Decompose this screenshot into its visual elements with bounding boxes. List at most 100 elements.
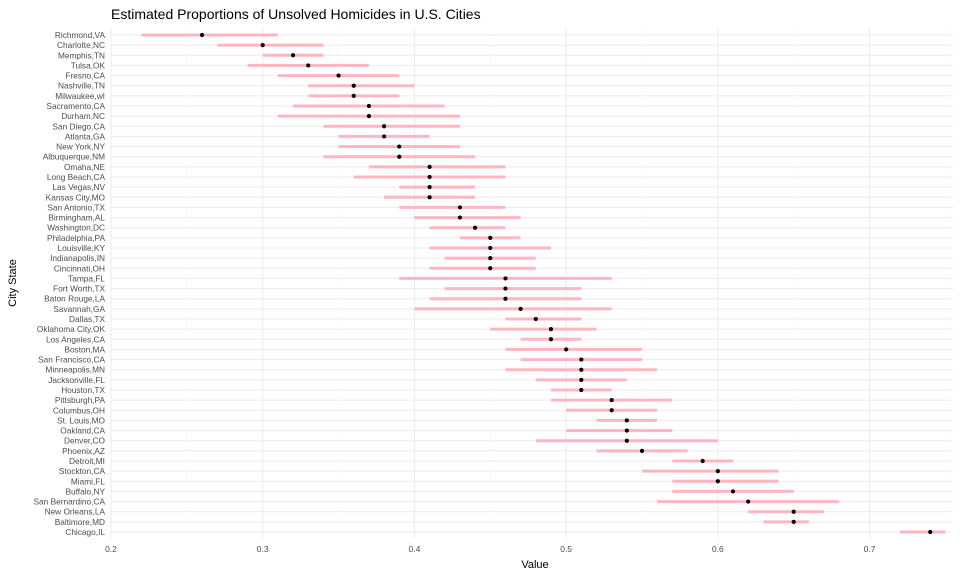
y-tick-label: Louisville,KY [57,243,105,253]
estimate-point [700,458,705,464]
y-tick-label: Dallas,TX [69,314,105,324]
y-tick-label: Kansas City,MO [46,192,106,202]
y-tick-label: Washington,DC [47,223,105,233]
y-tick-label: Oakland,CA [60,426,105,436]
estimate-point [503,276,508,281]
estimate-point [609,398,614,403]
y-tick-label: Baltimore,MD [55,517,105,527]
y-tick-label: Cincinnati,OH [54,263,105,273]
y-tick-label: Omaha,NE [64,162,106,172]
estimate-point [624,418,629,423]
y-tick-label: St. Louis,MO [57,415,106,425]
y-tick-label: Fresno,CA [65,71,105,81]
y-tick-label: Nashville,TN [58,81,105,91]
y-tick-label: Columbus,OH [53,405,105,415]
y-tick-label: Philadelphia,PA [47,233,105,243]
estimate-point [427,164,432,169]
estimate-point [457,215,463,220]
y-tick-label: Buffalo,NY [65,486,105,496]
y-tick-label: Long Beach,CA [47,172,106,182]
y-tick-label: Miami,FL [71,476,105,486]
y-tick-label: Atlanta,GA [65,131,106,141]
confidence-intervals [141,33,946,534]
estimate-point [290,53,296,58]
estimate-point [381,134,387,139]
estimate-point [336,73,341,78]
estimate-point [427,195,432,200]
y-tick-label: Memphis,TN [58,50,105,60]
estimate-point [639,448,645,453]
y-axis-title: City State [7,259,19,307]
y-tick-label: Las Vegas,NV [52,182,105,192]
y-tick-label: Indianapolis,IN [50,253,105,263]
estimate-point [791,519,796,524]
x-tick-label: 0.6 [712,544,724,554]
estimate-point [564,347,569,352]
estimate-point [351,83,356,88]
estimate-point [488,266,493,271]
estimate-point [366,114,372,119]
y-tick-label: Chicago,IL [65,527,105,537]
estimate-point [624,428,629,433]
y-tick-label: Richmond,VA [55,30,106,40]
estimate-point [366,103,372,109]
estimate-point [381,124,387,129]
estimate-point [503,296,508,301]
estimate-point [533,316,538,322]
x-tick-label: 0.2 [105,544,117,554]
y-tick-label: Savannah,GA [53,304,105,314]
x-tick-label: 0.3 [257,544,269,554]
y-tick-label: Baton Rouge,LA [44,294,105,304]
y-tick-label: New Orleans,LA [45,507,106,517]
y-tick-label: Houston,TX [61,385,105,395]
estimate-point [548,337,554,342]
estimate-point [928,529,933,535]
estimate-point [548,327,554,332]
estimate-point [488,245,493,251]
y-tick-label: Birmingham,AL [48,213,105,223]
y-tick-label: San Bernardino,CA [34,497,106,507]
y-tick-label: Sacramento,CA [46,101,105,111]
estimate-point [715,479,720,484]
x-tick-label: 0.7 [864,544,876,554]
y-tick-label: Boston,MA [64,344,105,354]
y-tick-label: Oklahoma City,OK [37,324,106,334]
x-tick-labels: 0.2 0.3 0.4 0.5 0.6 0.7 [105,544,876,554]
estimate-point [730,489,736,494]
estimate-point [518,306,523,311]
estimate-point [488,256,493,261]
estimate-point [579,377,584,382]
y-tick-label: Tampa,FL [68,273,105,283]
estimate-point [791,509,796,514]
estimate-point [488,235,493,240]
estimate-point [397,154,402,159]
y-tick-label: San Diego,CA [52,121,105,131]
y-tick-labels: Richmond,VACharlotte,NCMemphis,TNTulsa,O… [34,30,106,537]
y-tick-label: Fort Worth,TX [53,284,105,294]
x-axis-title: Value [521,559,548,571]
y-tick-label: Durham,NC [61,111,105,121]
estimate-point [579,357,584,362]
estimate-point [427,185,432,190]
y-tick-label: San Antonio,TX [47,202,105,212]
estimate-point [457,205,463,210]
y-tick-label: Denver,CO [64,436,106,446]
estimate-point [609,408,614,413]
estimate-point [199,32,205,38]
chart-title: Estimated Proportions of Unsolved Homici… [111,6,481,22]
estimate-point [579,367,584,372]
y-tick-label: Albuquerque,NM [43,152,105,162]
estimate-point [579,387,584,393]
y-tick-label: Los Angeles,CA [46,334,106,344]
y-tick-label: San Francisco,CA [38,355,105,365]
estimate-point [715,469,720,474]
estimate-point [746,499,751,504]
y-tick-label: Jacksonville,FL [48,375,105,385]
estimate-point [624,438,629,443]
y-tick-label: Detroit,MI [69,456,105,466]
estimate-point [351,93,356,98]
y-tick-label: New York,NY [56,142,105,152]
estimate-point [473,225,478,230]
